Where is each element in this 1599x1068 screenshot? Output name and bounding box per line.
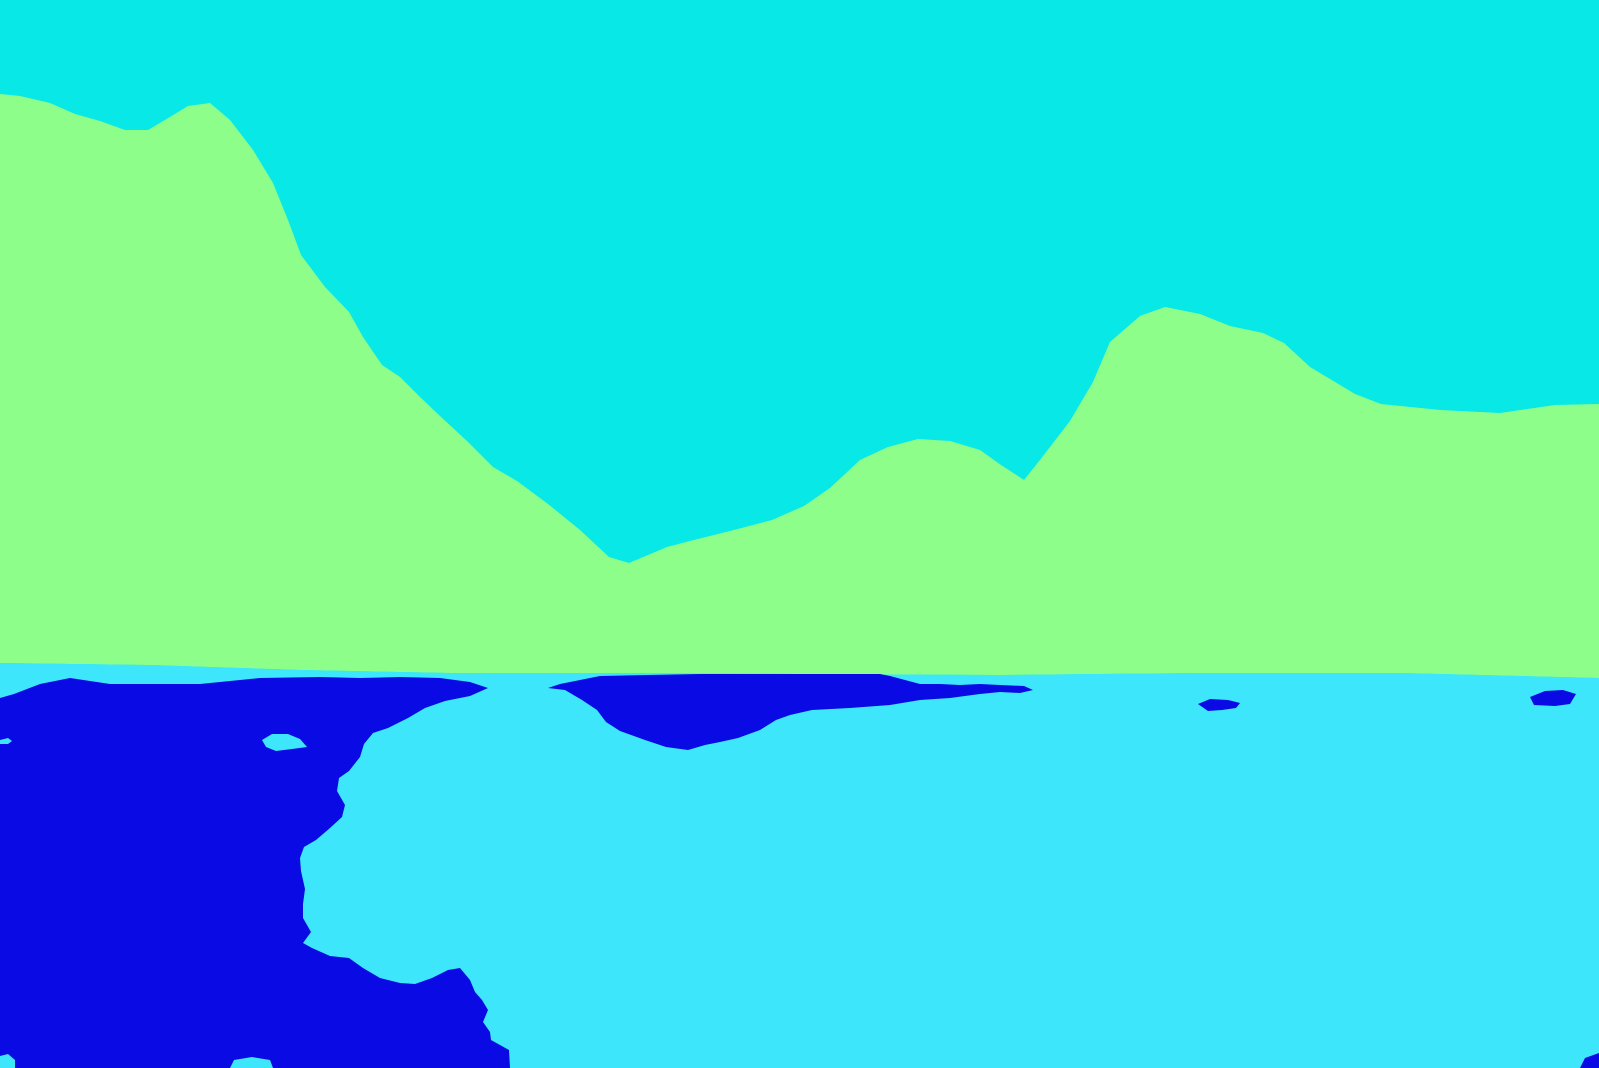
far-right-dark-water-spot xyxy=(1530,690,1576,706)
right-corner-dark-patch xyxy=(1580,1053,1599,1068)
bottom-water-patch xyxy=(230,1057,273,1068)
mountain-region xyxy=(0,94,1599,678)
left-edge-water-patch xyxy=(0,738,12,744)
small-water-patch xyxy=(262,734,307,751)
center-dark-water-region xyxy=(548,674,1033,750)
left-dark-water-region xyxy=(0,677,510,1068)
water-region xyxy=(0,663,1599,1068)
corner-water-patch xyxy=(0,1054,15,1068)
right-dark-water-spot xyxy=(1198,699,1240,711)
